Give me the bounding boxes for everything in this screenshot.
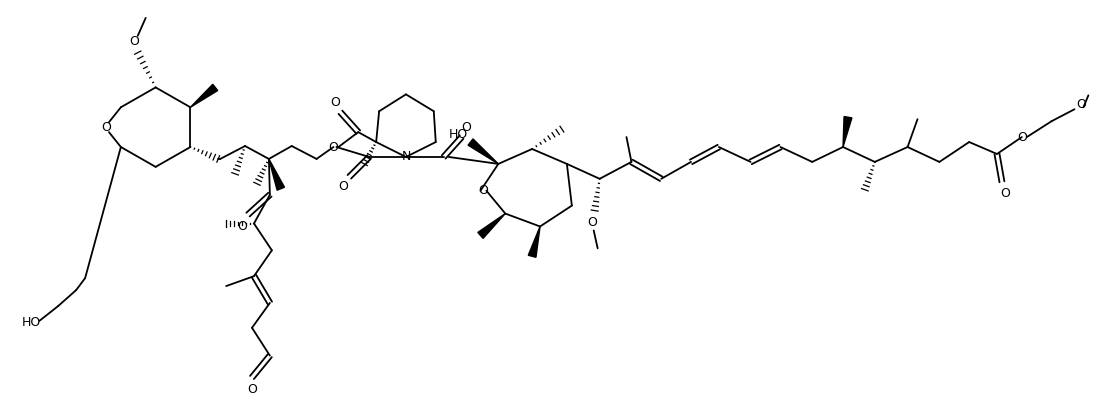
- Text: O: O: [339, 180, 349, 193]
- Text: O: O: [330, 96, 340, 109]
- Text: O: O: [1076, 98, 1086, 111]
- Polygon shape: [468, 139, 498, 164]
- Polygon shape: [529, 226, 540, 257]
- Text: O: O: [478, 184, 488, 197]
- Text: N: N: [402, 150, 410, 164]
- Polygon shape: [842, 117, 852, 147]
- Polygon shape: [478, 214, 506, 239]
- Text: O: O: [587, 216, 597, 229]
- Text: O: O: [101, 121, 111, 134]
- Text: HO: HO: [22, 316, 41, 330]
- Polygon shape: [269, 159, 284, 190]
- Text: HO: HO: [449, 127, 468, 141]
- Polygon shape: [191, 84, 217, 107]
- Text: O: O: [128, 35, 138, 48]
- Text: O: O: [247, 383, 257, 396]
- Text: O: O: [237, 220, 247, 233]
- Text: O: O: [328, 141, 338, 154]
- Text: O: O: [462, 121, 472, 134]
- Text: O: O: [1000, 187, 1010, 200]
- Text: O: O: [1017, 131, 1027, 144]
